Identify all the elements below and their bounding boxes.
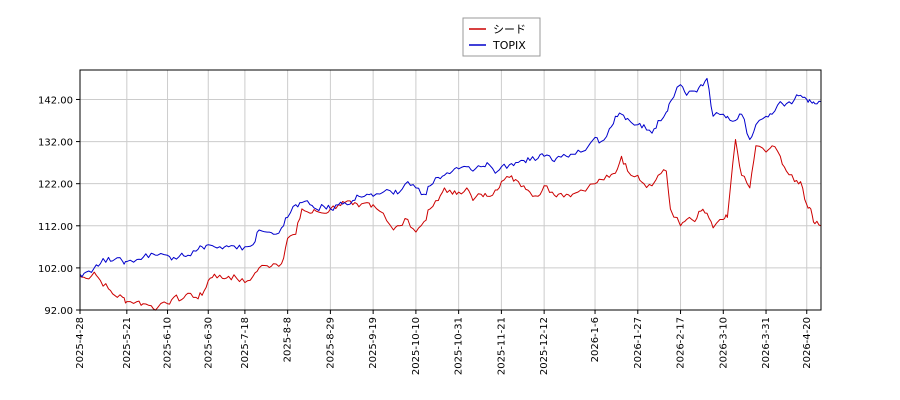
legend-label-1: TOPIX [492, 39, 526, 52]
x-tick-label: 2025-8-29 [325, 317, 336, 369]
x-tick-label: 2025-10-10 [411, 317, 422, 375]
legend-label-0: シード [493, 23, 526, 36]
series-lines [79, 77, 822, 311]
y-tick-label: 122.00 [38, 180, 73, 191]
x-tick-label: 2025-9-19 [368, 317, 379, 369]
x-tick-label: 2025-6-10 [163, 317, 174, 369]
x-tick-label: 2026-3-31 [761, 317, 772, 369]
x-tick-label: 2026-4-20 [802, 317, 813, 369]
y-axis-ticks: 92.00 102.00 112.00 122.00 132.00 142.00 [38, 95, 80, 317]
x-tick-label: 2025-6-30 [203, 317, 214, 369]
legend-box [462, 17, 541, 57]
x-tick-label: 2025-10-31 [454, 317, 465, 375]
x-tick-label: 2025-12-12 [539, 317, 550, 375]
plot-frame [79, 69, 822, 311]
x-tick-label: 2025-11-21 [496, 317, 507, 375]
y-tick-label: 142.00 [38, 95, 73, 106]
series-line-topix [79, 77, 822, 278]
legend: シード TOPIX [462, 17, 541, 57]
grid [79, 70, 821, 311]
series-line-seed [79, 139, 822, 311]
x-tick-label: 2026-1-27 [633, 317, 644, 369]
x-axis-ticks: 2025-4-28 2025-5-21 2025-6-10 2025-6-30 2025… [75, 310, 813, 375]
x-tick-label: 2026-1-6 [590, 317, 601, 362]
x-tick-label: 2025-7-18 [240, 317, 251, 369]
y-tick-label: 112.00 [38, 222, 73, 233]
y-tick-label: 102.00 [38, 264, 73, 275]
x-tick-label: 2025-4-28 [75, 317, 86, 369]
x-tick-label: 2026-2-17 [676, 317, 687, 369]
x-tick-label: 2026-3-10 [718, 317, 729, 369]
y-tick-label: 132.00 [38, 138, 73, 149]
y-tick-label: 92.00 [44, 306, 73, 317]
x-tick-label: 2025-5-21 [122, 317, 133, 369]
x-tick-label: 2025-8-8 [283, 317, 294, 362]
